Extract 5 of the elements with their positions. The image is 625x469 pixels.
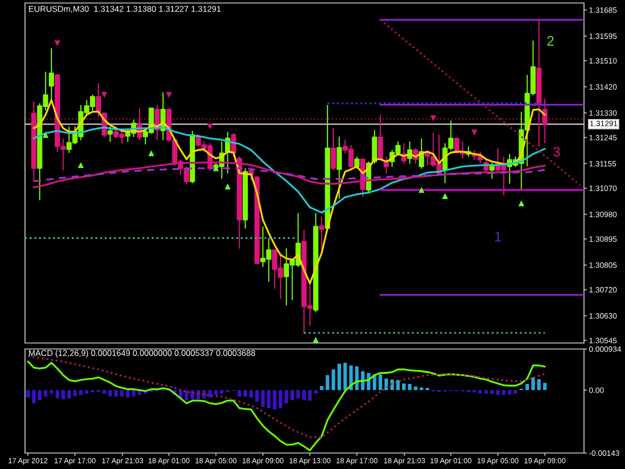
annotation: 2 bbox=[547, 36, 554, 46]
chart-title: MACD (12,26,9) 0.0001649 0.0000000 0.0005337 0.0003688 bbox=[29, 350, 256, 358]
chart-title: EURUSDm,M30 1.31342 1.31380 1.31227 1.31291 bbox=[29, 6, 221, 13]
annotation: 3 bbox=[553, 146, 560, 157]
annotation: 1 bbox=[495, 232, 502, 242]
